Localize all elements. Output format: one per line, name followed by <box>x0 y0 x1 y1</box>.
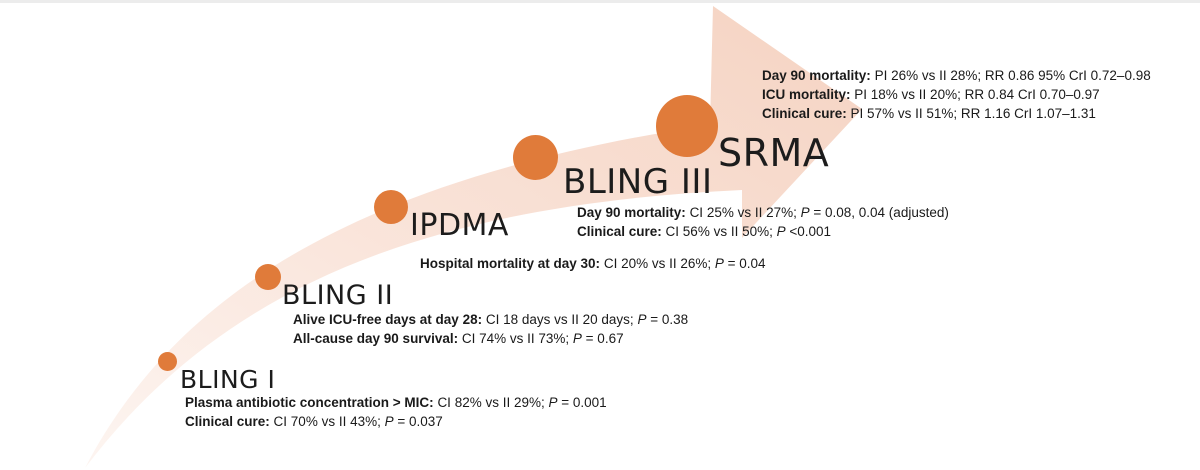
result-label: Day 90 mortality: <box>762 68 871 83</box>
stage-title-bling-i: BLING I <box>180 365 276 394</box>
result-line: Day 90 mortality: CI 25% vs II 27%; P = … <box>577 203 949 222</box>
result-text: PI 26% vs II 28%; RR 0.86 95% CrI 0.72–0… <box>874 68 1151 83</box>
p-symbol: P <box>572 331 582 346</box>
stage-marker-bling-i <box>158 352 177 371</box>
result-text: CI 20% vs II 26%; <box>603 256 715 271</box>
p-symbol: P <box>384 414 394 429</box>
stage-details-bling-iii: Day 90 mortality: CI 25% vs II 27%; P = … <box>577 203 949 241</box>
result-p-value: = 0.04 <box>723 256 766 271</box>
stage-title-srma: SRMA <box>718 131 830 175</box>
result-label: Day 90 mortality: <box>577 205 686 220</box>
stage-title-ipdma: IPDMA <box>410 208 509 243</box>
result-p-value: = 0.08, 0.04 (adjusted) <box>809 205 949 220</box>
p-symbol: P <box>637 312 647 327</box>
result-line: Day 90 mortality: PI 26% vs II 28%; RR 0… <box>762 66 1151 85</box>
result-line: Plasma antibiotic concentration > MIC: C… <box>185 393 607 412</box>
result-line: All-cause day 90 survival: CI 74% vs II … <box>293 329 688 348</box>
result-line: ICU mortality: PI 18% vs II 20%; RR 0.84… <box>762 85 1151 104</box>
stage-details-srma: Day 90 mortality: PI 26% vs II 28%; RR 0… <box>762 66 1151 123</box>
stage-details-ipdma: Hospital mortality at day 30: CI 20% vs … <box>420 254 766 273</box>
result-text: CI 18 days vs II 20 days; <box>485 312 638 327</box>
result-text: PI 18% vs II 20%; RR 0.84 CrI 0.70–0.97 <box>854 87 1100 102</box>
result-label: Clinical cure: <box>185 414 270 429</box>
result-line: Hospital mortality at day 30: CI 20% vs … <box>420 254 766 273</box>
stage-marker-bling-ii <box>255 264 281 290</box>
result-text: CI 25% vs II 27%; <box>689 205 801 220</box>
stage-marker-bling-iii <box>513 135 558 180</box>
result-text: CI 70% vs II 43%; <box>273 414 385 429</box>
p-symbol: P <box>548 395 558 410</box>
stage-title-bling-ii: BLING II <box>282 280 394 311</box>
result-label: Clinical cure: <box>577 224 662 239</box>
result-p-value: = 0.38 <box>646 312 689 327</box>
result-label: Clinical cure: <box>762 106 847 121</box>
result-p-value: = 0.67 <box>581 331 624 346</box>
p-symbol: P <box>714 256 724 271</box>
stage-title-bling-iii: BLING III <box>563 162 713 202</box>
result-label: All-cause day 90 survival: <box>293 331 459 346</box>
result-p-value: = 0.001 <box>557 395 607 410</box>
result-label: Plasma antibiotic concentration > MIC: <box>185 395 434 410</box>
p-symbol: P <box>776 224 786 239</box>
result-text: PI 57% vs II 51%; RR 1.16 CrI 1.07–1.31 <box>850 106 1096 121</box>
result-p-value: = 0.037 <box>393 414 443 429</box>
stage-details-bling-i: Plasma antibiotic concentration > MIC: C… <box>185 393 607 431</box>
result-line: Clinical cure: CI 56% vs II 50%; P <0.00… <box>577 222 949 241</box>
result-label: Alive ICU-free days at day 28: <box>293 312 483 327</box>
result-label: Hospital mortality at day 30: <box>420 256 601 271</box>
result-text: CI 74% vs II 73%; <box>461 331 573 346</box>
result-p-value: <0.001 <box>785 224 832 239</box>
stage-marker-ipdma <box>374 190 408 224</box>
p-symbol: P <box>800 205 810 220</box>
result-text: CI 82% vs II 29%; <box>437 395 549 410</box>
stage-marker-srma <box>656 95 718 157</box>
top-divider-line <box>0 0 1200 3</box>
result-line: Clinical cure: CI 70% vs II 43%; P = 0.0… <box>185 412 607 431</box>
stage-details-bling-ii: Alive ICU-free days at day 28: CI 18 day… <box>293 310 688 348</box>
result-line: Alive ICU-free days at day 28: CI 18 day… <box>293 310 688 329</box>
result-text: CI 56% vs II 50%; <box>665 224 777 239</box>
result-label: ICU mortality: <box>762 87 851 102</box>
result-line: Clinical cure: PI 57% vs II 51%; RR 1.16… <box>762 104 1151 123</box>
